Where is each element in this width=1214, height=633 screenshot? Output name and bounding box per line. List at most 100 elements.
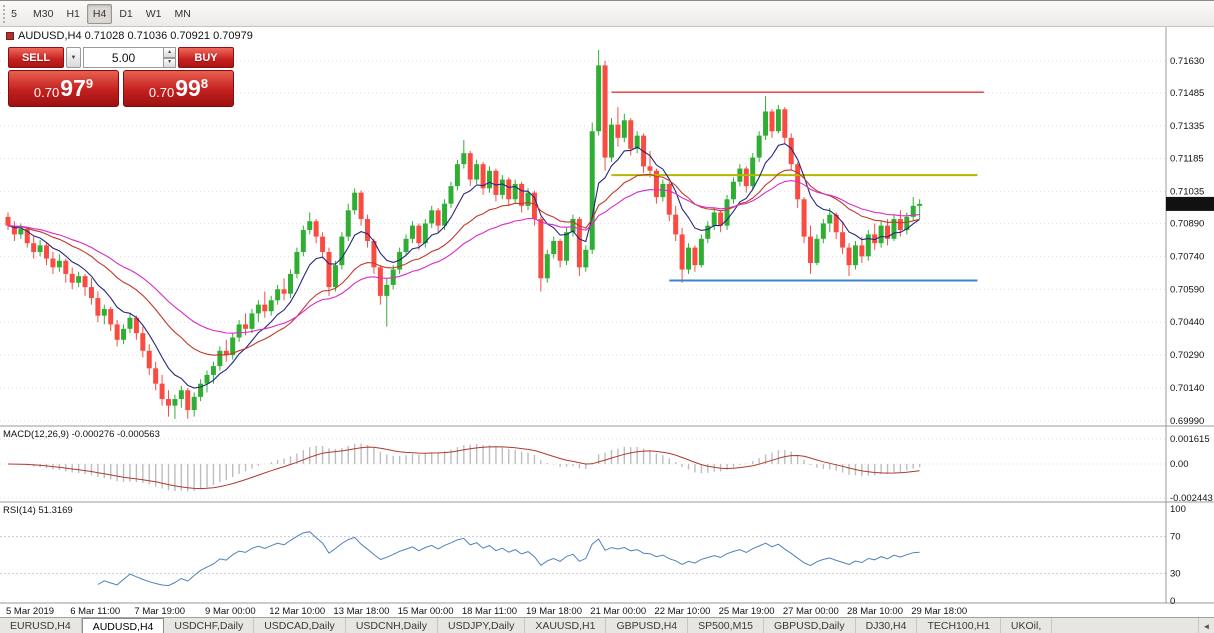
- volume-dropdown-button[interactable]: ▼: [66, 47, 81, 68]
- svg-text:0.70590: 0.70590: [1170, 284, 1204, 295]
- timeframe-d1[interactable]: D1: [113, 4, 138, 24]
- svg-text:0.69990: 0.69990: [1170, 416, 1204, 427]
- sell-button[interactable]: SELL: [8, 47, 64, 68]
- timeframe-h4[interactable]: H4: [86, 3, 113, 24]
- chevron-down-icon: ▼: [70, 54, 77, 61]
- chart-tab-eurusd-h4[interactable]: EURUSD,H4: [0, 618, 82, 633]
- svg-text:0.70140: 0.70140: [1170, 383, 1204, 394]
- chart-region: MACD(12,26,9) -0.000276 -0.000563 RSI(14)…: [0, 27, 1214, 617]
- moving-averages-layer: [7, 143, 920, 389]
- tab-scroll-left-icon[interactable]: ◄: [1198, 618, 1214, 633]
- svg-text:13 Mar 18:00: 13 Mar 18:00: [333, 606, 389, 617]
- toolbar-drag-handle[interactable]: [3, 4, 7, 23]
- svg-text:0.70290: 0.70290: [1170, 350, 1204, 361]
- chart-title-text: AUDUSD,H4 0.71028 0.71036 0.70921 0.7097…: [18, 30, 253, 42]
- svg-text:9 Mar 00:00: 9 Mar 00:00: [205, 606, 256, 617]
- buy-price-big: 99: [175, 75, 201, 101]
- svg-text:27 Mar 00:00: 27 Mar 00:00: [783, 606, 839, 617]
- svg-text:28 Mar 10:00: 28 Mar 10:00: [847, 606, 903, 617]
- svg-text:0.70740: 0.70740: [1170, 251, 1204, 262]
- svg-text:29 Mar 18:00: 29 Mar 18:00: [911, 606, 967, 617]
- chart-tab-xauusd-h1[interactable]: XAUUSD,H1: [525, 618, 607, 633]
- svg-text:0.71335: 0.71335: [1170, 121, 1204, 132]
- buy-button[interactable]: BUY: [178, 47, 234, 68]
- svg-text:70: 70: [1170, 532, 1181, 543]
- price-chart[interactable]: MACD(12,26,9) -0.000276 -0.000563 RSI(14)…: [0, 27, 1214, 617]
- chart-tab-usdchf-daily[interactable]: USDCHF,Daily: [164, 618, 255, 633]
- timeframe-h1[interactable]: H1: [60, 4, 85, 24]
- volume-input[interactable]: [83, 47, 164, 68]
- ma-line-8: [7, 143, 920, 389]
- chart-tab-sp500-m15[interactable]: SP500,M15: [688, 618, 764, 633]
- current-price-badge: [1166, 196, 1214, 211]
- chart-tabs: EURUSD,H4 AUDUSD,H4 USDCHF,Daily USDCAD,Dai…: [0, 618, 1198, 633]
- timeframe-buttons: 5 M30 H1 H4 D1 W1 MN: [11, 3, 197, 24]
- svg-text:6 Mar 11:00: 6 Mar 11:00: [70, 606, 120, 617]
- svg-text:0.71185: 0.71185: [1170, 154, 1204, 165]
- svg-text:0.70979: 0.70979: [1169, 199, 1203, 210]
- rsi-label: RSI(14) 51.3169: [3, 505, 73, 516]
- rsi-line: [97, 531, 920, 587]
- trade-panel-controls: SELL ▼ ▲ ▼ BUY: [8, 47, 234, 68]
- volume-decrease-button[interactable]: ▼: [163, 57, 176, 68]
- buy-price-prefix: 0.70: [148, 84, 175, 100]
- axes-layer: 0.716300.714850.713350.711850.710350.708…: [0, 27, 1214, 607]
- chart-title: AUDUSD,H4 0.71028 0.71036 0.70921 0.7097…: [6, 30, 253, 42]
- svg-text:0: 0: [1170, 596, 1175, 607]
- svg-text:30: 30: [1170, 568, 1181, 579]
- chart-tab-ukoil[interactable]: UKOil,: [1001, 618, 1053, 633]
- one-click-trading-panel: SELL ▼ ▲ ▼ BUY 0.70 97 9 0.7: [8, 47, 234, 107]
- chart-tab-audusd-h4[interactable]: AUDUSD,H4: [81, 618, 165, 633]
- ma-line-34: [7, 180, 920, 334]
- chart-tab-gbpusd-daily[interactable]: GBPUSD,Daily: [764, 618, 856, 633]
- svg-text:12 Mar 10:00: 12 Mar 10:00: [269, 606, 325, 617]
- macd-label: MACD(12,26,9) -0.000276 -0.000563: [3, 429, 160, 440]
- buy-price-button[interactable]: 0.70 99 8: [123, 70, 234, 107]
- svg-text:0.001615: 0.001615: [1170, 434, 1210, 445]
- timeframe-mn[interactable]: MN: [169, 4, 197, 24]
- svg-text:0.71035: 0.71035: [1170, 187, 1204, 198]
- chart-tab-tech100-h1[interactable]: TECH100,H1: [917, 618, 1001, 633]
- svg-text:22 Mar 10:00: 22 Mar 10:00: [654, 606, 710, 617]
- chart-tab-gbpusd-h4[interactable]: GBPUSD,H4: [606, 618, 689, 633]
- svg-text:0.71630: 0.71630: [1170, 56, 1204, 67]
- chart-tab-usdjpy-daily[interactable]: USDJPY,Daily: [438, 618, 526, 633]
- time-axis: 5 Mar 2019 6 Mar 11:00 7 Mar 19:00 9 Mar 00…: [6, 606, 967, 617]
- svg-text:18 Mar 11:00: 18 Mar 11:00: [462, 606, 517, 617]
- sell-price-pip: 9: [85, 76, 94, 91]
- chart-icon: [6, 32, 14, 40]
- timeframe-5[interactable]: 5: [2, 4, 26, 24]
- timeframe-m30[interactable]: M30: [27, 4, 59, 24]
- svg-text:15 Mar 00:00: 15 Mar 00:00: [398, 606, 454, 617]
- volume-increase-button[interactable]: ▲: [163, 47, 176, 58]
- svg-text:100: 100: [1170, 504, 1186, 515]
- rsi-panel: RSI(14) 51.3169: [0, 505, 1166, 587]
- timeframe-w1[interactable]: W1: [140, 4, 168, 24]
- macd-signal-line: [7, 446, 920, 490]
- sell-price-big: 97: [60, 75, 86, 101]
- svg-text:21 Mar 00:00: 21 Mar 00:00: [590, 606, 646, 617]
- chart-tab-dj30-h4[interactable]: DJ30,H4: [856, 618, 918, 633]
- svg-text:19 Mar 18:00: 19 Mar 18:00: [526, 606, 582, 617]
- candles-layer: [5, 50, 923, 419]
- macd-panel: MACD(12,26,9) -0.000276 -0.000563: [0, 429, 1166, 499]
- drawn-lines-layer: [611, 91, 984, 282]
- trade-panel-prices: 0.70 97 9 0.70 99 8: [8, 70, 234, 107]
- svg-text:-0.002443: -0.002443: [1170, 493, 1213, 504]
- svg-text:7 Mar 19:00: 7 Mar 19:00: [134, 606, 185, 617]
- chart-tabs-bar: EURUSD,H4 AUDUSD,H4 USDCHF,Daily USDCAD,Dai…: [0, 617, 1214, 633]
- svg-text:0.00: 0.00: [1170, 459, 1189, 470]
- buy-price-pip: 8: [200, 76, 209, 91]
- chart-tab-usdcnh-daily[interactable]: USDCNH,Daily: [346, 618, 438, 633]
- svg-text:0.70890: 0.70890: [1170, 218, 1204, 229]
- timeframe-toolbar: 5 M30 H1 H4 D1 W1 MN: [0, 1, 1214, 27]
- svg-text:0.71485: 0.71485: [1170, 88, 1204, 99]
- volume-spinner: ▲ ▼: [163, 47, 176, 68]
- sell-price-button[interactable]: 0.70 97 9: [8, 70, 119, 107]
- svg-text:5 Mar 2019: 5 Mar 2019: [6, 606, 54, 617]
- volume-field: ▲ ▼: [83, 47, 176, 68]
- ma-line-21: [7, 169, 920, 356]
- chart-tab-usdcad-daily[interactable]: USDCAD,Daily: [254, 618, 346, 633]
- svg-text:0.70440: 0.70440: [1170, 317, 1204, 328]
